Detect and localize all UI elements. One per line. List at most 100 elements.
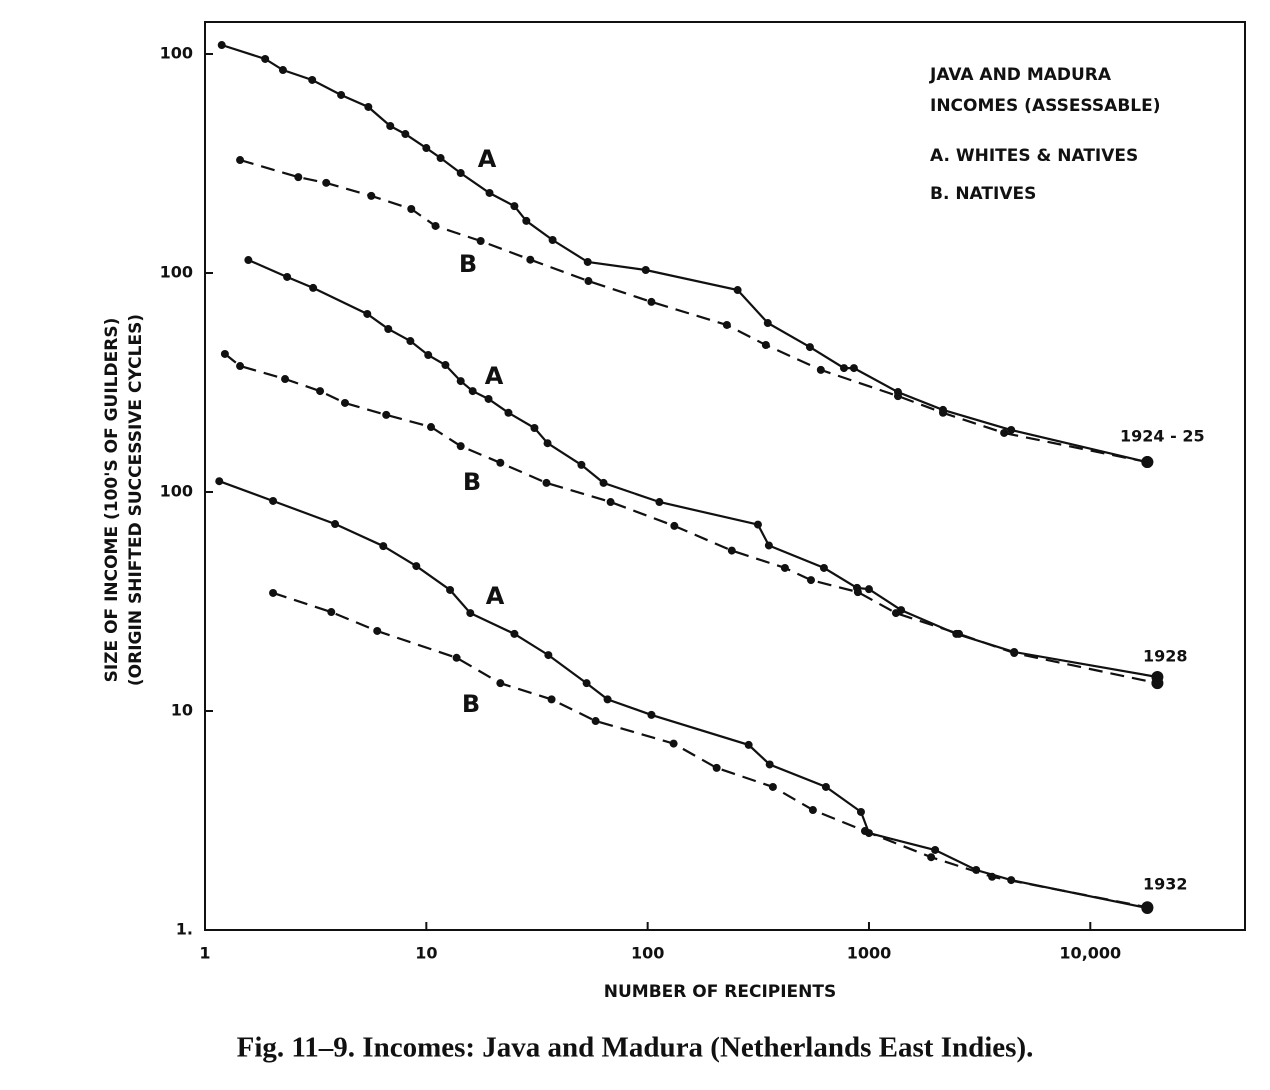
data-point [261, 54, 270, 63]
x-tick-label: 1 [199, 944, 210, 963]
data-point [547, 695, 556, 704]
data-point [712, 763, 721, 772]
data-point [308, 75, 317, 84]
data-point [236, 156, 245, 165]
data-point [427, 423, 436, 432]
data-point [548, 235, 557, 244]
data-point [722, 320, 731, 329]
series-line [224, 353, 1158, 685]
data-point [526, 255, 535, 264]
data-point [543, 439, 552, 448]
data-point [733, 286, 742, 295]
data-point [496, 679, 505, 688]
series-label: B [459, 250, 477, 278]
data-point [309, 283, 318, 292]
data-point [816, 365, 825, 374]
data-point [484, 394, 493, 403]
data-point [893, 392, 902, 401]
data-point [599, 478, 608, 487]
data-point [727, 546, 736, 555]
series-label: A [486, 582, 505, 610]
data-point [456, 169, 465, 178]
annotation: 1928 [1143, 647, 1188, 666]
data-point [582, 679, 591, 688]
data-point [780, 563, 789, 572]
data-point [853, 588, 862, 597]
data-point [244, 256, 253, 265]
data-point [373, 626, 382, 635]
data-point [364, 102, 373, 111]
data-point [1151, 677, 1164, 690]
data-point [891, 609, 900, 618]
data-point [436, 154, 445, 163]
legend-text: B. NATIVES [930, 184, 1036, 204]
data-point [530, 423, 539, 432]
data-point [316, 387, 325, 396]
data-point [761, 341, 770, 350]
data-point [522, 216, 531, 225]
data-point [764, 541, 773, 550]
data-point [510, 202, 519, 211]
data-point [641, 266, 650, 275]
data-point [864, 585, 873, 594]
x-tick-label: 100 [631, 944, 664, 963]
data-point [337, 90, 346, 99]
series-line [218, 480, 1148, 910]
data-point [577, 460, 586, 469]
data-point [819, 563, 828, 572]
data-point [278, 66, 287, 75]
data-point [281, 375, 290, 384]
x-tick-label: 10 [415, 944, 437, 963]
series-line [272, 591, 1148, 909]
series-label: A [478, 145, 497, 173]
series-line [247, 258, 1158, 679]
data-point [294, 173, 303, 182]
y-tick-label: 100 [160, 263, 193, 282]
legend-text: INCOMES (ASSESSABLE) [930, 96, 1161, 116]
data-point [744, 740, 753, 749]
data-point [839, 364, 848, 373]
data-point [1141, 901, 1154, 914]
plot-frame [204, 21, 1246, 931]
data-point [466, 609, 475, 618]
data-point [805, 343, 814, 352]
data-point [322, 178, 331, 187]
x-axis-title: NUMBER OF RECIPIENTS [604, 982, 836, 1002]
data-point [331, 520, 340, 529]
x-tick-label: 10,000 [1059, 944, 1121, 963]
caption: Fig. 11–9. Incomes: Java and Madura (Net… [237, 1032, 1034, 1064]
data-point [753, 520, 762, 529]
data-point [849, 364, 858, 373]
data-point [496, 458, 505, 467]
data-point [938, 408, 947, 417]
data-point [406, 337, 415, 346]
data-point [591, 717, 600, 726]
data-point [407, 204, 416, 213]
data-point [401, 130, 410, 139]
data-point [544, 651, 553, 660]
annotation: 1932 [1143, 875, 1188, 894]
data-point [476, 236, 485, 245]
data-point [422, 144, 431, 153]
data-point [236, 362, 245, 371]
data-point [327, 608, 336, 617]
data-point [1010, 649, 1019, 658]
data-point [647, 297, 656, 306]
data-point [340, 398, 349, 407]
data-point [446, 585, 455, 594]
data-point [379, 542, 388, 551]
data-point [763, 319, 772, 328]
data-point [468, 387, 477, 396]
data-point [808, 806, 817, 815]
legend-text: JAVA AND MADURA [929, 65, 1112, 85]
y-tick-label: 100 [160, 482, 193, 501]
data-point [485, 188, 494, 197]
data-point [603, 695, 612, 704]
legend-text: A. WHITES & NATIVES [930, 146, 1138, 166]
data-point [441, 361, 450, 370]
data-point [504, 408, 513, 417]
data-point [456, 442, 465, 451]
data-point [1007, 425, 1016, 434]
data-point [367, 191, 376, 200]
